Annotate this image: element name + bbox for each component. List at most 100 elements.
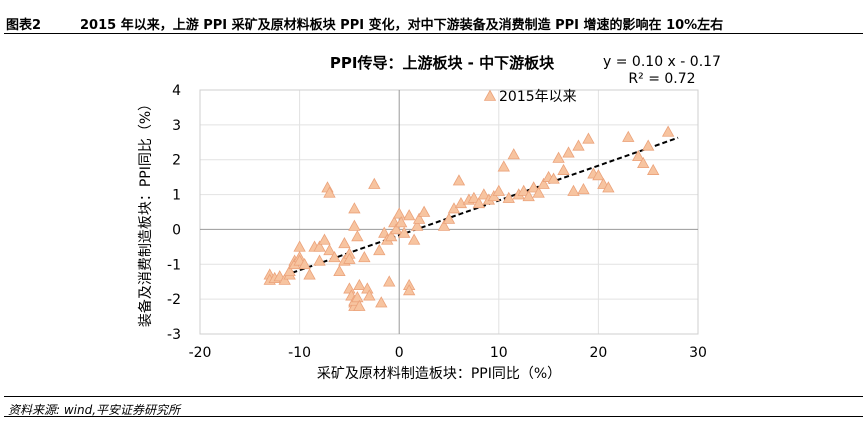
y-tick-label: 1 bbox=[172, 188, 181, 204]
y-tick-label: -1 bbox=[167, 257, 181, 273]
data-point bbox=[547, 172, 560, 184]
data-point bbox=[582, 132, 595, 144]
data-point bbox=[522, 189, 535, 202]
data-point bbox=[328, 250, 341, 263]
y-tick-label: 2 bbox=[172, 153, 181, 169]
y-tick-label: 3 bbox=[172, 118, 181, 134]
data-point bbox=[572, 139, 585, 151]
legend-label: 2015年以来 bbox=[499, 89, 577, 105]
data-point bbox=[602, 181, 615, 193]
data-point bbox=[592, 169, 605, 181]
figure-header: 图表2 2015 年以来，上游 PPI 采矿及原材料板块 PPI 变化，对中下游… bbox=[4, 0, 863, 33]
data-point bbox=[313, 240, 326, 252]
data-point bbox=[348, 202, 361, 214]
data-point bbox=[323, 186, 336, 198]
data-point bbox=[383, 275, 396, 287]
data-point bbox=[552, 151, 565, 163]
data-point bbox=[452, 174, 466, 186]
data-point bbox=[385, 230, 398, 242]
data-point bbox=[477, 188, 491, 200]
data-point bbox=[442, 212, 456, 224]
data-point bbox=[323, 244, 336, 256]
x-tick-label: 30 bbox=[689, 345, 707, 361]
chart-title: PPI传导：上游板块 - 中下游板块 bbox=[330, 54, 555, 72]
data-point bbox=[353, 278, 366, 290]
data-point bbox=[303, 268, 316, 280]
figure-label: 图表2 bbox=[6, 18, 42, 33]
data-point bbox=[661, 125, 675, 137]
x-tick-label: 0 bbox=[395, 345, 404, 361]
data-point bbox=[393, 207, 406, 219]
header-rule bbox=[4, 33, 863, 34]
trendline-equation: y = 0.10 x - 0.17 bbox=[603, 54, 721, 70]
data-point bbox=[343, 252, 356, 264]
data-point bbox=[412, 212, 426, 224]
data-point bbox=[407, 233, 421, 245]
data-point bbox=[363, 289, 376, 301]
data-point bbox=[647, 163, 660, 175]
data-point bbox=[517, 184, 530, 196]
plot-border bbox=[199, 89, 699, 335]
data-point bbox=[375, 296, 388, 308]
y-tick-label: -2 bbox=[167, 292, 181, 308]
y-tick-label: 0 bbox=[172, 222, 181, 238]
source-rule bbox=[4, 416, 863, 417]
data-point bbox=[472, 196, 486, 209]
data-points bbox=[263, 125, 675, 311]
data-point bbox=[527, 181, 540, 193]
x-tick-label: 20 bbox=[589, 345, 607, 361]
data-point bbox=[410, 219, 424, 231]
data-point bbox=[492, 184, 505, 196]
data-point bbox=[402, 209, 416, 221]
data-point bbox=[333, 264, 346, 277]
data-point bbox=[402, 284, 416, 296]
data-point bbox=[507, 148, 520, 160]
data-point bbox=[537, 177, 550, 189]
x-tick-label: -20 bbox=[189, 345, 212, 361]
data-point bbox=[351, 291, 364, 303]
y-axis-label: 装备及消费制造板块：PPI同比（%） bbox=[137, 97, 154, 327]
data-point bbox=[398, 226, 411, 238]
data-point bbox=[338, 237, 351, 249]
y-tick-label: -3 bbox=[167, 327, 181, 343]
data-point bbox=[567, 184, 580, 196]
data-point bbox=[642, 139, 655, 151]
data-point bbox=[283, 264, 296, 277]
data-point bbox=[368, 177, 381, 189]
data-point bbox=[454, 196, 468, 209]
data-point bbox=[348, 219, 361, 231]
data-point bbox=[532, 186, 545, 198]
data-point bbox=[502, 191, 515, 203]
footer-rule bbox=[4, 396, 863, 397]
trendline-path bbox=[269, 136, 679, 282]
data-point bbox=[637, 156, 650, 168]
data-point bbox=[313, 254, 326, 266]
data-point bbox=[298, 257, 311, 270]
data-point bbox=[632, 149, 645, 162]
data-point bbox=[343, 282, 356, 294]
legend-marker bbox=[483, 89, 497, 101]
data-point bbox=[622, 130, 635, 142]
data-point bbox=[467, 191, 481, 203]
x-tick-label: -10 bbox=[288, 345, 311, 361]
data-point bbox=[353, 299, 366, 311]
trendline bbox=[269, 136, 679, 282]
data-point bbox=[358, 250, 371, 263]
data-point bbox=[395, 216, 408, 228]
data-point bbox=[577, 183, 590, 195]
y-tick-label: 4 bbox=[172, 83, 181, 99]
data-point bbox=[318, 233, 331, 245]
data-point bbox=[351, 230, 364, 242]
data-point bbox=[557, 163, 570, 175]
data-point bbox=[437, 219, 451, 231]
data-point bbox=[390, 223, 403, 235]
data-point bbox=[373, 244, 386, 256]
figure-caption: 2015 年以来，上游 PPI 采矿及原材料板块 PPI 变化，对中下游装备及消… bbox=[80, 18, 724, 33]
source-note: 资料来源: wind,平安证券研究所 bbox=[8, 403, 181, 417]
data-point bbox=[497, 160, 510, 172]
data-point bbox=[562, 146, 575, 158]
data-point bbox=[293, 240, 306, 252]
x-tick-label: 10 bbox=[490, 345, 508, 361]
trendline-r-squared: R² = 0.72 bbox=[628, 71, 695, 87]
